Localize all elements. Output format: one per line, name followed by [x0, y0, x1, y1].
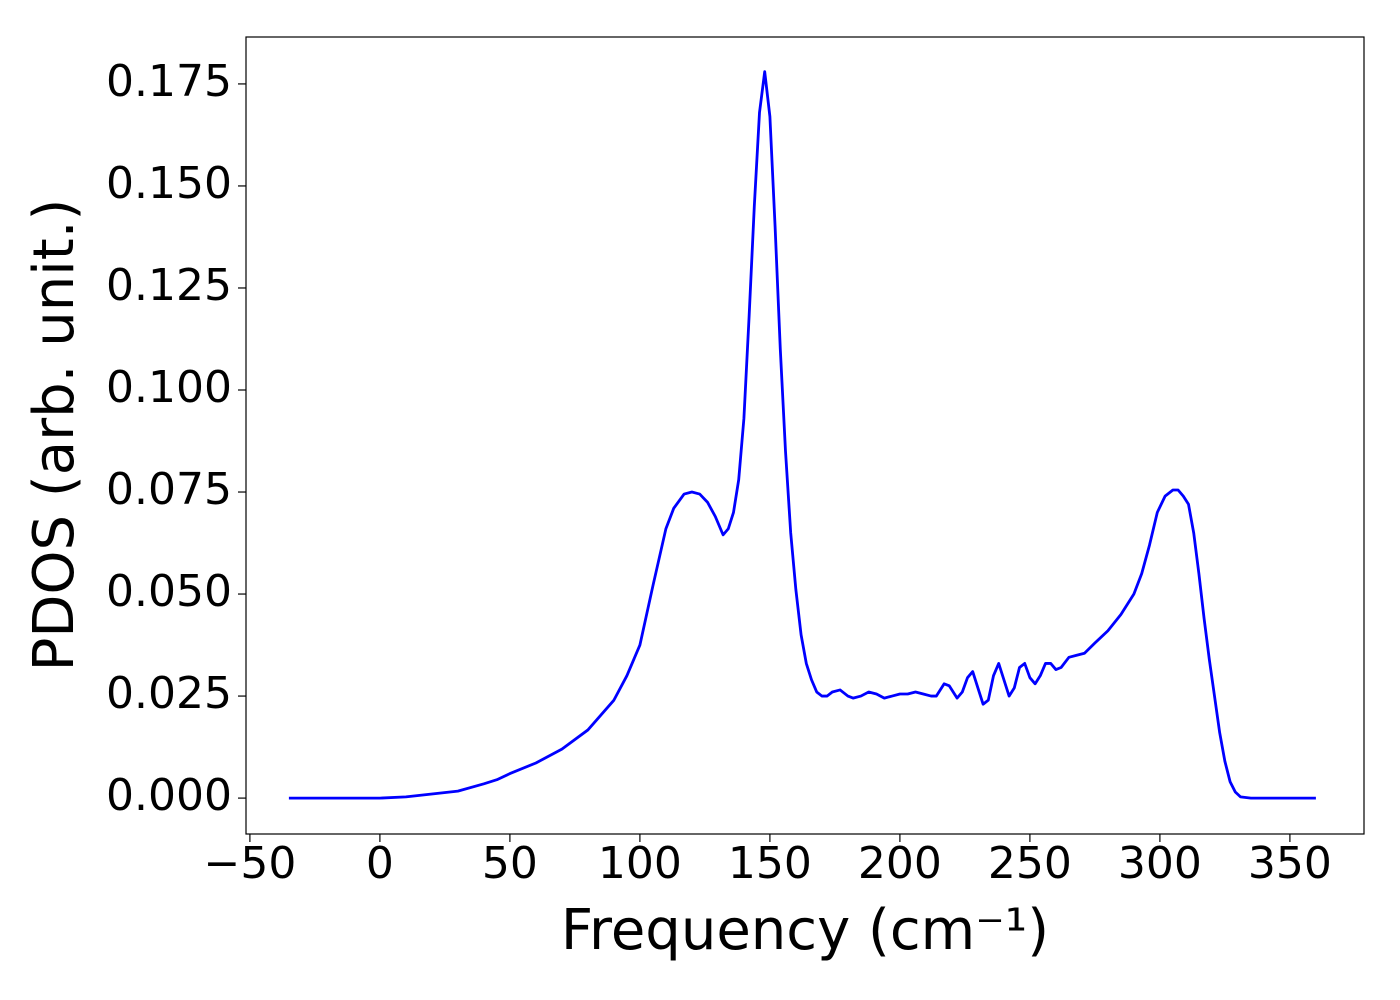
data-line [288, 70, 1316, 800]
y-axis-label: PDOS (arb. unit.) [22, 199, 87, 672]
x-tick-label: 0 [366, 838, 394, 889]
x-tick-label: 350 [1248, 838, 1332, 889]
y-tick-label: 0.125 [106, 260, 232, 311]
x-tick-label: 200 [858, 838, 942, 889]
x-tick-label: 300 [1118, 838, 1202, 889]
x-tick-label: −50 [203, 838, 296, 889]
y-tick-label: 0.100 [106, 362, 232, 413]
x-tick-label: 250 [988, 838, 1072, 889]
x-tick-label: 150 [728, 838, 812, 889]
x-axis-label: Frequency (cm⁻¹) [561, 898, 1049, 963]
y-tick-label: 0.075 [106, 464, 232, 515]
y-tick-label: 0.175 [106, 56, 232, 107]
x-tick-label: 100 [598, 838, 682, 889]
plot-frame [245, 36, 1365, 835]
x-tick-label: 50 [482, 838, 538, 889]
y-tick-label: 0.050 [106, 566, 232, 617]
y-tick-label: 0.025 [106, 668, 232, 719]
y-tick-label: 0.150 [106, 158, 232, 209]
y-tick-label: 0.000 [106, 770, 232, 821]
